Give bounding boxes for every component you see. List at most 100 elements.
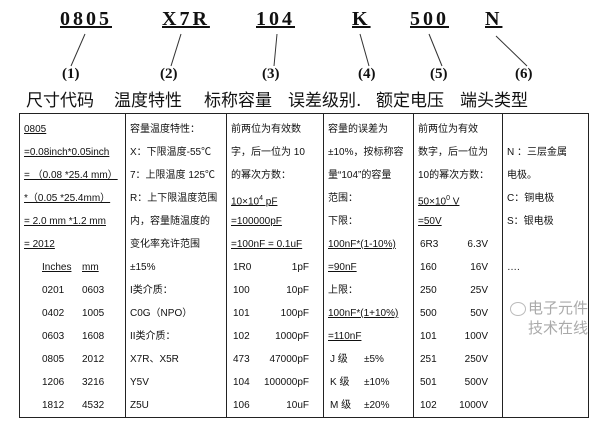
cell-text: =100nF = 0.1uF — [231, 239, 303, 250]
segment-number: (2) — [160, 66, 178, 82]
cell-value: 100000pF — [263, 377, 309, 388]
table-line: 102 1000pF — [227, 325, 323, 348]
cell-value: ±10% — [364, 377, 390, 388]
connector-line — [273, 33, 278, 67]
cell-text: 容量的误差为 — [328, 124, 388, 135]
code-segment: N — [485, 8, 503, 30]
table-line: ±10%，按标称容 — [324, 141, 413, 164]
table-line: 102 1000V — [414, 394, 502, 417]
table-line: 10×104 pF — [227, 187, 323, 210]
table-column: 容量的误差为 ±10%，按标称容 量“104”的容量 范围： 下限： 100nF*(1-1… — [324, 114, 414, 417]
table-line: 量“104”的容量 — [324, 164, 413, 187]
superscript: 0 — [446, 195, 450, 202]
cell-text: X7R、X5R — [130, 354, 179, 365]
cell-code: M 级 — [330, 400, 352, 411]
cell-value: 6.3V — [467, 239, 488, 250]
cell-code: 104 — [233, 377, 250, 388]
cell-text: =100000pF — [231, 216, 282, 227]
table-line: 1812 4532 — [20, 394, 125, 417]
table-line: X7R、X5R — [126, 348, 226, 371]
cell-value: 500V — [464, 377, 488, 388]
segment-number: (1) — [62, 66, 80, 82]
connector-line — [70, 33, 86, 67]
table-line: = 2.0 mm *1.2 mm — [20, 210, 125, 233]
cell-code: 100 — [233, 285, 250, 296]
cell-code: 0201 — [42, 285, 65, 296]
cell-text: 字，后一位为 10 — [231, 147, 305, 158]
table-line: C：铜电极 — [503, 187, 590, 210]
cell-text: Z5U — [130, 400, 149, 411]
table-line: 100 10pF — [227, 279, 323, 302]
cell-value: 100pF — [280, 308, 309, 319]
cell-code: 473 — [233, 354, 250, 365]
table-line: 前两位为有效数 — [227, 118, 323, 141]
cell-value: 1000pF — [275, 331, 309, 342]
cell-text: 上限： — [328, 285, 358, 296]
table-line: M 级 ±20% — [324, 394, 413, 417]
table-line: 100nF*(1-10%) — [324, 233, 413, 256]
cell-text: =90nF — [328, 262, 357, 273]
table-column: 容量温度特性： X：下限温度-55℃ 7：上限温度 125℃ R：上下限温度范围 内，容… — [126, 114, 227, 417]
cell-code: 500 — [420, 308, 437, 319]
table-line: 0805 — [20, 118, 125, 141]
cell-value: 0603 — [82, 285, 105, 296]
table-line: 500 50V — [414, 302, 502, 325]
code-segment: 500 — [410, 8, 449, 30]
table-line: Inches mm — [20, 256, 125, 279]
table-line: 100nF*(1+10%) — [324, 302, 413, 325]
segment-title: 标称容量 — [204, 91, 272, 111]
table-line: K 级 ±10% — [324, 371, 413, 394]
connector-line — [359, 33, 370, 67]
table-line: 104 100000pF — [227, 371, 323, 394]
table-line: 0805 2012 — [20, 348, 125, 371]
table-line: 7：上限温度 125℃ — [126, 164, 226, 187]
cell-text: N ：三层金属 — [507, 147, 567, 158]
table-line: Y5V — [126, 371, 226, 394]
connector-line — [170, 33, 182, 67]
code-segment: 104 — [256, 8, 295, 30]
table-line: 容量温度特性： — [126, 118, 226, 141]
table-line: 250 25V — [414, 279, 502, 302]
table-line: X：下限温度-55℃ — [126, 141, 226, 164]
table-line: 数字，后一位为 — [414, 141, 502, 164]
cell-code: 102 — [420, 400, 437, 411]
cell-text: 0805 — [24, 124, 47, 135]
cell-code: 0402 — [42, 308, 65, 319]
cell-value: 25V — [470, 285, 488, 296]
table-line: 上限： — [324, 279, 413, 302]
table-line: 0402 1005 — [20, 302, 125, 325]
cell-text: = （0.08 *25.4 mm） — [24, 170, 118, 181]
cell-text: V — [450, 196, 460, 208]
cell-value: 50V — [470, 308, 488, 319]
cell-value: 10pF — [286, 285, 309, 296]
cell-code: 0805 — [42, 354, 65, 365]
table-line: 字，后一位为 10 — [227, 141, 323, 164]
cell-code: 101 — [420, 331, 437, 342]
cell-text: C：铜电极 — [507, 193, 555, 204]
cell-code: 101 — [233, 308, 250, 319]
table-line: …. — [503, 256, 590, 279]
table-line: 160 16V — [414, 256, 502, 279]
cell-text: 100nF*(1+10%) — [328, 308, 399, 319]
table-line: S：银电极 — [503, 210, 590, 233]
table-line: J 级 ±5% — [324, 348, 413, 371]
cell-code: 1812 — [42, 400, 65, 411]
table-line: = （0.08 *25.4 mm） — [20, 164, 125, 187]
cell-text: 容量温度特性： — [130, 124, 200, 135]
cell-text: 下限： — [328, 216, 358, 227]
table-line — [503, 118, 590, 141]
segment-title: 误差级别. — [288, 91, 362, 111]
segment-number: (4) — [358, 66, 376, 82]
cell-text: 数字，后一位为 — [418, 147, 488, 158]
segment-title: 端头类型 — [460, 91, 528, 111]
cell-value: 1005 — [82, 308, 105, 319]
table-line: 变化率充许范围 — [126, 233, 226, 256]
table-line: ±15% — [126, 256, 226, 279]
table-column: N ：三层金属 电极。 C：铜电极 S：银电极 …. — [503, 114, 590, 417]
segment-title: 额定电压 — [376, 91, 444, 111]
table-column: 前两位为有效 数字，后一位为 10的幂次方数： 50×100 V =50V 6R3 6.3V… — [414, 114, 503, 417]
table-line: Z5U — [126, 394, 226, 417]
cell-text: 7：上限温度 125℃ — [130, 170, 216, 181]
table-column: 0805 =0.08inch*0.05inch = （0.08 *25.4 mm） … — [20, 114, 126, 417]
cell-text: ±10%，按标称容 — [328, 147, 404, 158]
